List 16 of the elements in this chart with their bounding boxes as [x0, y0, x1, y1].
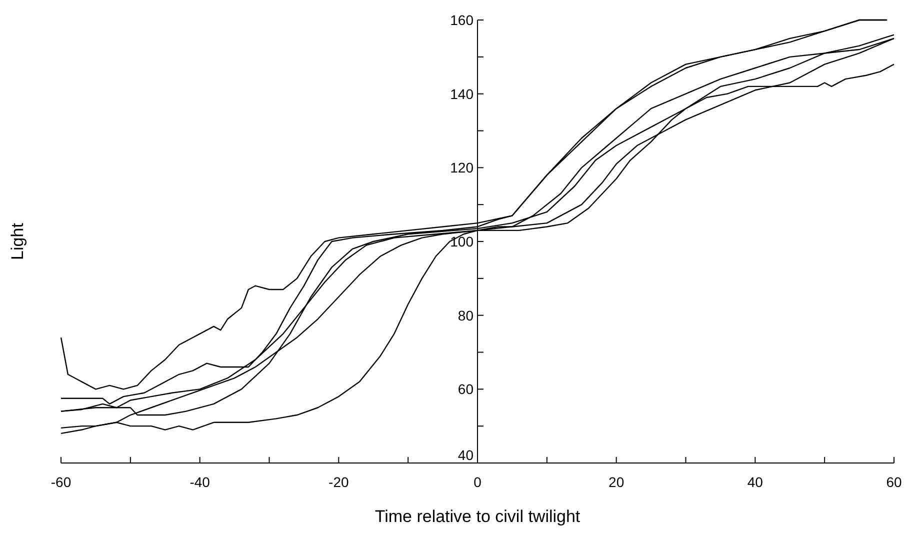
x-tick-label: 0 [474, 474, 482, 490]
x-tick-label: 60 [886, 474, 902, 490]
x-tick-label: -60 [50, 474, 72, 490]
x-tick-label: -40 [190, 474, 210, 490]
x-tick-label: -20 [328, 474, 349, 490]
y-tick-label: 40 [458, 447, 474, 463]
y-axis-title: Light [8, 222, 27, 260]
y-tick-label: 80 [458, 307, 474, 324]
x-axis-title: Time relative to civil twilight [374, 507, 580, 526]
x-tick-label: 40 [747, 474, 764, 490]
y-tick-label: 140 [450, 86, 474, 102]
y-tick-label: 160 [450, 12, 474, 28]
x-tick-label: 20 [608, 474, 624, 490]
y-tick-label: 100 [450, 234, 474, 250]
y-tick-label: 120 [450, 160, 474, 176]
y-tick-label: 60 [458, 381, 474, 398]
